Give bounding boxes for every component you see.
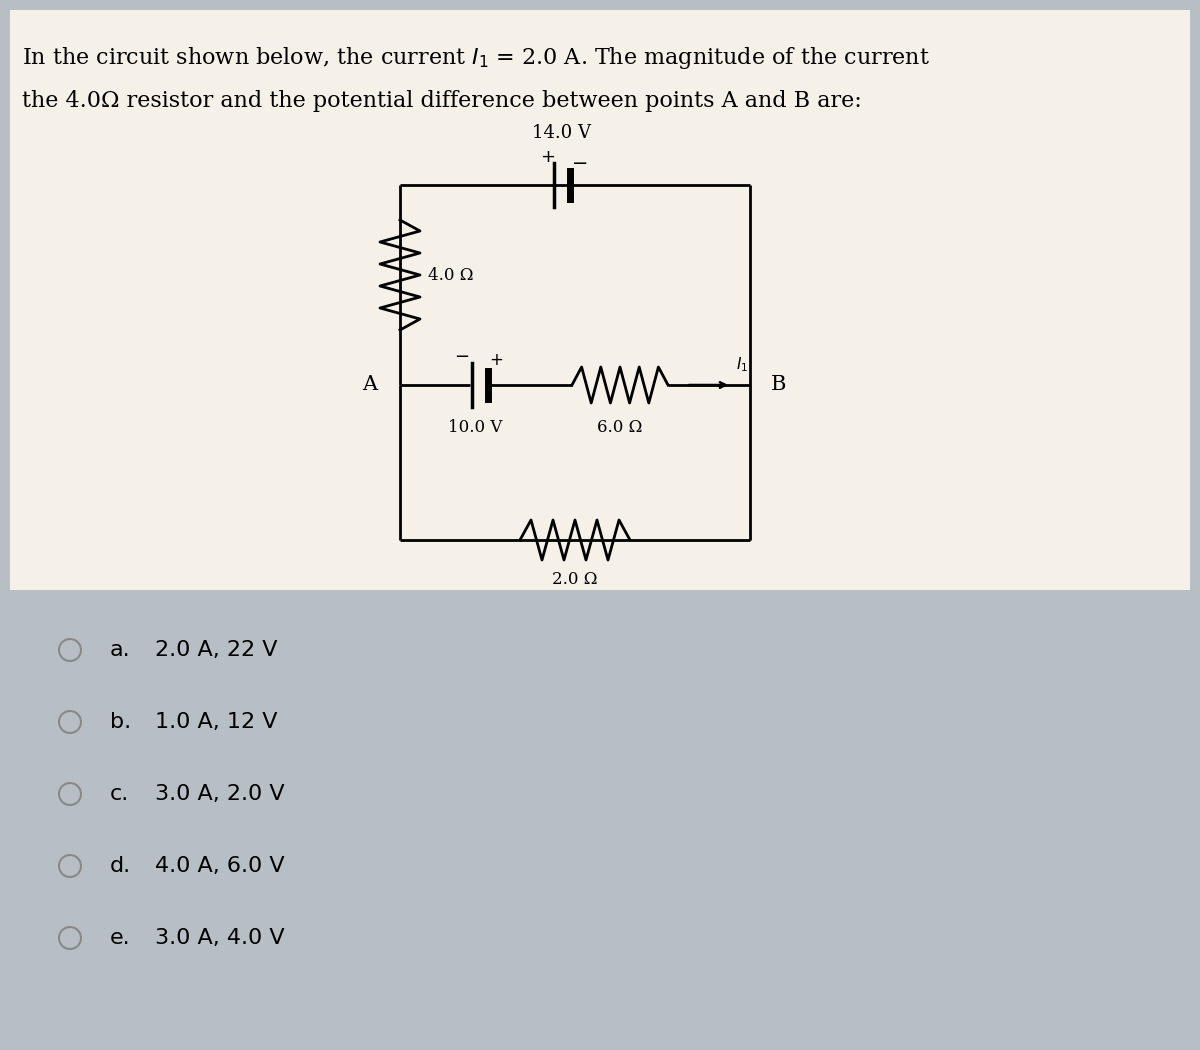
Text: 4.0 Ω: 4.0 Ω xyxy=(428,267,474,284)
Text: −: − xyxy=(572,153,588,172)
Text: −: − xyxy=(455,348,469,366)
Text: a.: a. xyxy=(110,640,131,660)
Text: 2.0 A, 22 V: 2.0 A, 22 V xyxy=(155,640,277,660)
Text: 2.0 Ω: 2.0 Ω xyxy=(552,571,598,588)
Text: e.: e. xyxy=(110,928,131,948)
Text: 3.0 A, 2.0 V: 3.0 A, 2.0 V xyxy=(155,784,284,804)
Text: b.: b. xyxy=(110,712,131,732)
Text: 10.0 V: 10.0 V xyxy=(448,419,502,436)
Text: 1.0 A, 12 V: 1.0 A, 12 V xyxy=(155,712,277,732)
Text: the 4.0Ω resistor and the potential difference between points A and B are:: the 4.0Ω resistor and the potential diff… xyxy=(22,90,862,112)
Text: 14.0 V: 14.0 V xyxy=(533,124,592,142)
Text: +: + xyxy=(490,351,503,369)
Text: 3.0 A, 4.0 V: 3.0 A, 4.0 V xyxy=(155,928,284,948)
Text: In the circuit shown below, the current $I_1$ = 2.0 A. The magnitude of the curr: In the circuit shown below, the current … xyxy=(22,45,930,71)
FancyBboxPatch shape xyxy=(10,10,1190,590)
Text: 6.0 Ω: 6.0 Ω xyxy=(598,419,643,436)
Text: A: A xyxy=(362,376,378,395)
Text: 4.0 A, 6.0 V: 4.0 A, 6.0 V xyxy=(155,856,284,876)
Text: $I_1$: $I_1$ xyxy=(736,356,749,375)
Text: d.: d. xyxy=(110,856,131,876)
Text: c.: c. xyxy=(110,784,130,804)
Text: +: + xyxy=(540,148,556,166)
Text: B: B xyxy=(770,376,786,395)
